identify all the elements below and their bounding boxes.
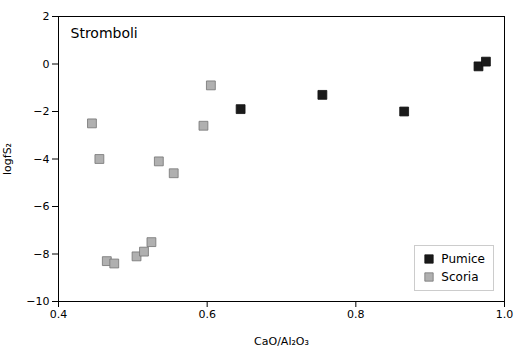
svg-text:−4: −4	[33, 153, 49, 166]
svg-text:CaO/Al₂O₃: CaO/Al₂O₃	[254, 335, 309, 347]
svg-text:1.0: 1.0	[496, 308, 514, 321]
svg-text:0.8: 0.8	[347, 308, 365, 321]
svg-text:Stromboli: Stromboli	[71, 25, 138, 41]
svg-text:logfS₂: logfS₂	[1, 143, 14, 175]
svg-text:0: 0	[43, 58, 50, 71]
svg-text:−8: −8	[33, 248, 49, 261]
svg-text:−2: −2	[33, 105, 49, 118]
html-text:Pumice: Pumice	[441, 252, 485, 266]
html-text:Scoria: Scoria	[441, 270, 479, 284]
svg-text:0.4: 0.4	[50, 308, 68, 321]
svg-text:−10: −10	[26, 295, 49, 308]
svg-text:0.6: 0.6	[198, 308, 216, 321]
svg-text:2: 2	[43, 10, 50, 23]
svg-text:−6: −6	[33, 200, 49, 213]
